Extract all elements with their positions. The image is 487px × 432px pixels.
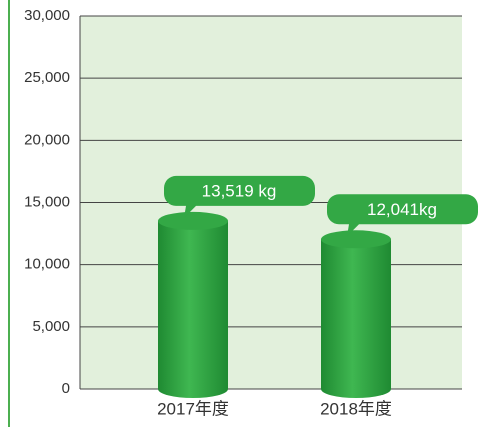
y-tick-label: 10,000 <box>24 256 70 273</box>
bar-top <box>158 211 228 230</box>
y-tick-label: 5,000 <box>32 318 70 335</box>
x-tick-label: 2018年度 <box>320 399 392 418</box>
bar-body <box>158 220 228 389</box>
bar <box>321 230 391 398</box>
bar-body <box>321 239 391 389</box>
y-tick-label: 30,000 <box>24 7 70 24</box>
label-bubble <box>164 175 315 218</box>
x-tick-label: 2017年度 <box>157 399 229 418</box>
bar-bottom <box>158 380 228 398</box>
bar-bottom <box>321 380 391 398</box>
value-label: 13,519 kg <box>202 181 277 200</box>
bar-top <box>321 230 391 249</box>
y-tick-label: 15,000 <box>24 193 70 210</box>
bar <box>158 211 228 398</box>
value-label: 12,041kg <box>367 200 437 219</box>
y-tick-label: 0 <box>62 380 70 397</box>
y-tick-label: 20,000 <box>24 131 70 148</box>
label-bubble <box>327 194 479 237</box>
y-tick-label: 25,000 <box>24 69 70 86</box>
